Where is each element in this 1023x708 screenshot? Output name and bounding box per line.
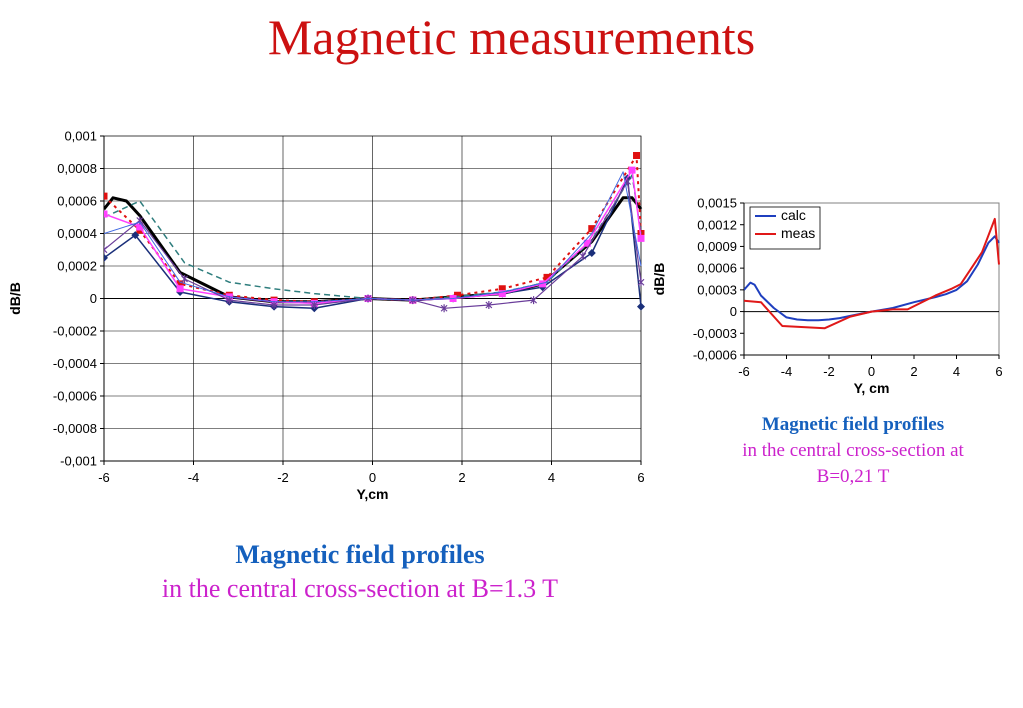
side-y-tick-label: 0 bbox=[730, 304, 737, 319]
side-legend-label-calc: calc bbox=[781, 207, 806, 223]
main-series-2-point bbox=[543, 273, 551, 281]
main-series-2-point bbox=[176, 280, 184, 288]
side-x-tick-label: -6 bbox=[738, 364, 750, 379]
side-x-tick-label: -2 bbox=[823, 364, 835, 379]
side-y-tick-label: 0,0015 bbox=[697, 196, 737, 211]
side-y-tick-label: -0,0006 bbox=[693, 348, 737, 363]
side-caption-subtitle-line2: B=0,21 T bbox=[816, 466, 890, 487]
side-y-tick-label: 0,0006 bbox=[697, 261, 737, 276]
main-series-6-point bbox=[579, 252, 587, 261]
main-series-4-line bbox=[104, 174, 642, 301]
main-series-2-point bbox=[104, 192, 108, 200]
main-series-5-point bbox=[498, 290, 506, 298]
main-series-2-point bbox=[498, 285, 506, 293]
main-y-tick-label: 0,0004 bbox=[57, 226, 97, 241]
side-x-tick-label: 6 bbox=[995, 364, 1002, 379]
main-series-6-point bbox=[530, 296, 538, 305]
main-y-tick-label: -0,001 bbox=[60, 454, 97, 469]
main-y-tick-label: -0,0008 bbox=[53, 421, 97, 436]
side-x-tick-label: -4 bbox=[781, 364, 793, 379]
side-y-tick-label: 0,0012 bbox=[697, 217, 737, 232]
main-caption-title: Magnetic field profiles bbox=[235, 540, 485, 569]
main-series-2-point bbox=[454, 291, 462, 299]
main-y-tick-label: 0,0002 bbox=[57, 259, 97, 274]
main-y-axis-label: dB/B bbox=[7, 282, 23, 315]
main-series-6-point bbox=[225, 296, 233, 305]
main-y-tick-label: -0,0002 bbox=[53, 324, 97, 339]
main-series-6-point bbox=[181, 275, 188, 283]
side-y-axis-label: dB/B bbox=[651, 263, 667, 296]
main-y-tick-label: 0,0006 bbox=[57, 194, 97, 209]
side-series-meas-line bbox=[744, 217, 1000, 330]
main-series-6-point bbox=[485, 301, 493, 309]
main-series-6-point bbox=[270, 301, 278, 309]
main-series-2-point bbox=[588, 225, 596, 233]
main-x-tick-label: 4 bbox=[548, 470, 555, 485]
main-series-6-point bbox=[310, 301, 318, 309]
main-series-3-point bbox=[131, 231, 140, 240]
main-x-tick-label: 0 bbox=[369, 470, 376, 485]
main-caption-subtitle: in the central cross-section at B=1.3 T bbox=[161, 574, 559, 603]
main-x-tick-label: 2 bbox=[458, 470, 465, 485]
main-y-tick-label: 0 bbox=[90, 291, 97, 306]
side-x-axis-label: Y, cm bbox=[854, 380, 890, 396]
main-series-5-point bbox=[539, 280, 547, 288]
main-series-6-point bbox=[637, 278, 645, 287]
main-x-axis-label: Y,cm bbox=[357, 486, 389, 502]
side-caption-subtitle-line1: in the central cross-section at bbox=[742, 440, 964, 461]
side-legend-label-meas: meas bbox=[781, 225, 815, 241]
side-series-group bbox=[744, 217, 1000, 330]
main-series-3-point bbox=[104, 253, 108, 262]
side-y-tick-label: 0,0009 bbox=[697, 239, 737, 254]
page-title: Magnetic measurements bbox=[267, 9, 756, 65]
main-series-5-point bbox=[104, 210, 108, 218]
main-series-7-line bbox=[104, 171, 642, 303]
main-y-tick-label: -0,0004 bbox=[53, 356, 97, 371]
main-series-6-point bbox=[104, 245, 108, 254]
main-series-5-point bbox=[637, 234, 645, 242]
side-x-tick-label: 0 bbox=[868, 364, 875, 379]
main-series-2-point bbox=[633, 152, 641, 159]
main-series-5-point bbox=[628, 166, 636, 174]
main-x-tick-label: -2 bbox=[277, 470, 289, 485]
main-y-tick-label: -0,0006 bbox=[53, 389, 97, 404]
main-chart-caption: Magnetic field profiles in the central c… bbox=[60, 538, 660, 606]
main-y-tick-label: 0,001 bbox=[64, 129, 97, 144]
main-x-tick-label: 6 bbox=[637, 470, 644, 485]
side-caption-title: Magnetic field profiles bbox=[761, 414, 945, 435]
side-legend bbox=[749, 206, 821, 250]
main-series-5-point bbox=[176, 285, 184, 293]
side-y-tick-label: -0,0003 bbox=[693, 326, 737, 341]
main-y-tick-label: 0,0008 bbox=[57, 161, 97, 176]
main-x-tick-label: -6 bbox=[98, 470, 110, 485]
main-series-group bbox=[104, 152, 645, 313]
main-x-tick-label: -4 bbox=[188, 470, 200, 485]
main-series-5-point bbox=[136, 223, 144, 231]
side-y-tick-label: 0,0003 bbox=[697, 282, 737, 297]
side-x-tick-label: 4 bbox=[953, 364, 960, 379]
main-series-3-point bbox=[637, 302, 645, 311]
main-series-5-point bbox=[583, 239, 591, 247]
main-series-3-point bbox=[587, 249, 596, 257]
main-series-6-point bbox=[440, 304, 448, 313]
side-chart-caption: Magnetic field profiles in the central c… bbox=[700, 412, 1006, 490]
side-chart: 0,0015 0,0012 0,0009 0,0006 0,0003 0 -0,0003 -0… bbox=[651, 196, 1003, 396]
main-chart: 0,001 0,0008 0,0006 0,0004 0,0002 0 -0,0002 -0,… bbox=[7, 129, 645, 502]
side-x-tick-label: 2 bbox=[910, 364, 917, 379]
